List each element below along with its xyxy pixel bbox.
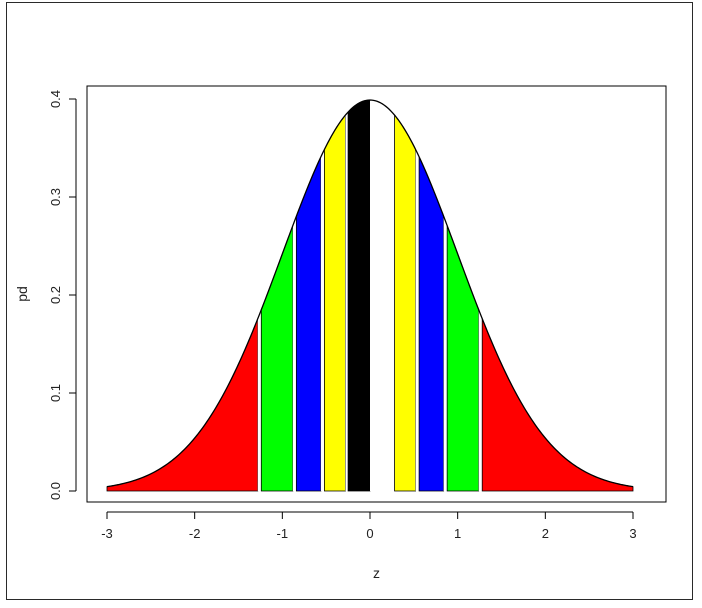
- band-17: [481, 318, 634, 492]
- band-7: [345, 112, 349, 491]
- band-12: [415, 149, 420, 492]
- x-axis-label: z: [373, 565, 380, 581]
- y-tick-label: 0.0: [48, 482, 63, 500]
- band-6: [324, 113, 346, 492]
- plot-box: [86, 85, 667, 503]
- density-curve: [106, 99, 634, 488]
- y-axis: 0.0 0.1 0.2 0.3 0.4: [48, 90, 77, 500]
- band-11: [394, 113, 416, 492]
- y-tick-label: 0.2: [48, 286, 63, 304]
- band-3: [292, 216, 297, 491]
- y-tick-label: 0.1: [48, 384, 63, 402]
- band-1: [257, 309, 262, 491]
- band-2: [260, 225, 294, 492]
- bands-layer: [106, 99, 634, 492]
- band-9: [370, 100, 392, 491]
- normal-density-chart: -3 -2 -1 0 1 2 3 0.0 0.1 0.2 0.3 0.4 z pd: [14, 85, 667, 581]
- x-axis: -3 -2 -1 0 1 2 3: [101, 511, 637, 541]
- x-tick-label: 1: [454, 526, 461, 541]
- x-tick-label: -1: [277, 526, 289, 541]
- y-tick-label: 0.3: [48, 188, 63, 206]
- band-8: [347, 99, 371, 492]
- x-tick-label: -2: [189, 526, 201, 541]
- x-tick-label: 2: [542, 526, 549, 541]
- band-15: [446, 225, 480, 492]
- y-axis-label: pd: [14, 286, 30, 302]
- band-14: [443, 216, 448, 491]
- band-5: [320, 149, 325, 492]
- x-tick-label: -3: [101, 526, 113, 541]
- x-tick-label: 3: [629, 526, 636, 541]
- x-tick-label: 0: [366, 526, 373, 541]
- chart-frame: -3 -2 -1 0 1 2 3 0.0 0.1 0.2 0.3 0.4 z pd: [6, 2, 693, 600]
- band-0: [106, 318, 259, 492]
- band-10: [391, 112, 395, 491]
- band-16: [478, 309, 483, 491]
- y-tick-label: 0.4: [48, 90, 63, 108]
